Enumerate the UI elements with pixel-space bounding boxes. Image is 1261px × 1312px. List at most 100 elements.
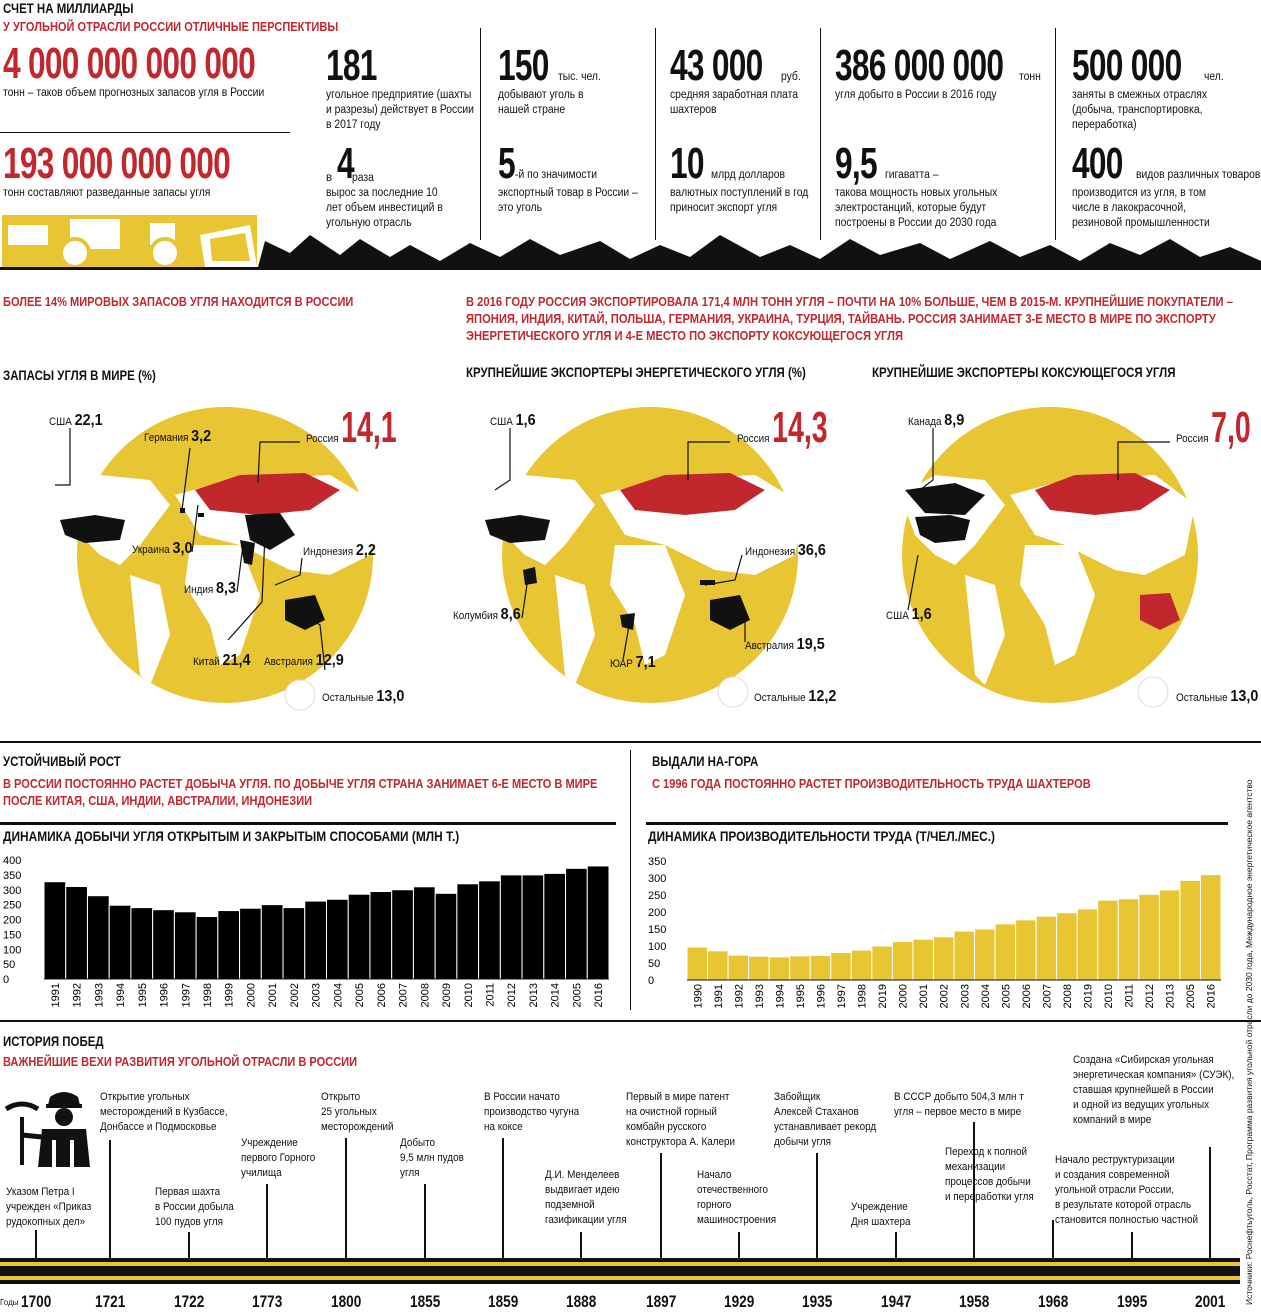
timeline-connector xyxy=(424,1184,426,1260)
stat-text: тонн составляют разведанные запасы угля xyxy=(3,187,211,199)
bar xyxy=(953,930,976,981)
region-australia xyxy=(1140,593,1180,630)
divider xyxy=(480,28,481,240)
label-india: Индия 8,3 xyxy=(184,580,237,597)
timeline-year: 1773 xyxy=(252,1292,283,1311)
x-tick-label: 2009 xyxy=(441,983,453,1007)
region-china xyxy=(245,513,295,550)
x-tick-label: 1991 xyxy=(713,984,725,1008)
stat-unit: чел. xyxy=(1204,71,1224,83)
timeline-connector xyxy=(738,1232,740,1260)
x-tick-label: 1993 xyxy=(754,984,766,1008)
x-tick-label: 2006 xyxy=(1021,984,1033,1008)
stat-products: 400 видов различных товаров производится … xyxy=(1072,142,1261,231)
stat-enterprises: 181 угольное предприятие (шахты и разрез… xyxy=(326,44,476,133)
timeline-event-text: Открыто 25 угольных месторождений xyxy=(321,1091,394,1133)
bar xyxy=(850,949,873,981)
stat-text: заняты в смежных отраслях (добыча, транс… xyxy=(1072,89,1208,131)
bar xyxy=(521,874,545,980)
x-tick-label: 1990 xyxy=(692,984,704,1008)
y-tick-label: 50 xyxy=(3,959,15,971)
timeline-event-text: Первая шахта в России добыла 100 пудов у… xyxy=(155,1186,234,1228)
divider xyxy=(0,741,1261,743)
timeline-year: 1859 xyxy=(488,1292,519,1311)
bar xyxy=(347,893,371,980)
x-tick-label: 2013 xyxy=(528,983,540,1007)
stat-value: 386 000 000 xyxy=(835,41,1004,90)
bar xyxy=(304,900,327,980)
bar xyxy=(1056,912,1078,981)
stat-value: 181 xyxy=(326,41,377,90)
x-tick-label: 1994 xyxy=(774,984,786,1008)
region-indonesia xyxy=(700,580,715,585)
x-tick-label: 2003 xyxy=(959,984,971,1008)
x-tick-label: 2001 xyxy=(918,984,930,1008)
timeline-year: 1897 xyxy=(646,1292,677,1311)
miner-icon xyxy=(4,1092,90,1167)
x-tick-label: 2010 xyxy=(1103,984,1115,1008)
timeline-connector xyxy=(188,1232,190,1260)
bar xyxy=(768,956,791,981)
timeline-year: 1995 xyxy=(1117,1292,1148,1311)
history-subtitle: ВАЖНЕЙШИЕ ВЕХИ РАЗВИТИЯ УГОЛЬНОЙ ОТРАСЛИ… xyxy=(3,1054,358,1069)
bar xyxy=(932,936,955,981)
bar xyxy=(326,898,349,980)
divider xyxy=(646,822,1228,825)
timeline-event-text: Добыто 9,5 млн пудов угля xyxy=(400,1137,464,1179)
chart-title-reserves: ЗАПАСЫ УГЛЯ В МИРЕ (%) xyxy=(3,367,156,383)
timeline-connector xyxy=(109,1140,111,1260)
y-tick-label: 350 xyxy=(648,856,666,868)
label-russia: Россия 7,0 xyxy=(1176,403,1251,452)
x-tick-label: 2012 xyxy=(506,983,518,1007)
y-tick-label: 100 xyxy=(3,944,21,956)
timeline-connector xyxy=(973,1122,975,1260)
y-tick-label: 0 xyxy=(3,974,9,986)
x-tick-label: 1994 xyxy=(115,983,127,1007)
bar xyxy=(260,904,284,980)
timeline-connector xyxy=(35,1230,37,1260)
stat-unit: тыс. чел. xyxy=(558,71,602,83)
stat-text: тонн – таков объем прогнозных запасов уг… xyxy=(3,87,265,99)
timeline-event-text: Открытие угольных месторождений в Кузбас… xyxy=(100,1091,228,1133)
chart-title-coking-export: КРУПНЕЙШИЕ ЭКСПОРТЕРЫ КОКСУЮЩЕГОСЯ УГЛЯ xyxy=(872,364,1176,380)
stat-value: 9,5 xyxy=(835,139,878,188)
bar xyxy=(871,945,893,981)
x-tick-label: 2011 xyxy=(484,983,496,1007)
bar xyxy=(809,955,832,981)
timeline-year: 1800 xyxy=(331,1292,362,1311)
x-tick-label: 2011 xyxy=(1124,984,1136,1008)
growth-title: УСТОЙЧИВЫЙ РОСТ xyxy=(3,753,121,769)
region-russia xyxy=(1035,473,1170,515)
region-canada xyxy=(905,483,985,515)
history-title: ИСТОРИЯ ПОБЕД xyxy=(3,1033,104,1049)
bar xyxy=(65,885,88,980)
stat-value: 5 xyxy=(498,139,516,188)
label-others: Остальные 13,0 xyxy=(1176,688,1259,705)
stat-export-income: 10 млрд долларов валютных поступлений в г… xyxy=(670,142,830,216)
bar xyxy=(412,886,436,980)
bar xyxy=(130,907,154,980)
timeline-connector xyxy=(1131,1232,1133,1260)
region-colombia xyxy=(523,567,537,585)
bar xyxy=(499,874,523,980)
bar xyxy=(1158,889,1181,981)
stat-unit: гигаватта – xyxy=(885,169,939,181)
y-tick-label: 300 xyxy=(648,873,666,885)
stat-text: угля добыто в России в 2016 году xyxy=(835,89,997,101)
y-tick-label: 200 xyxy=(648,907,666,919)
timeline-event-text: Учреждение первого Горного училища xyxy=(241,1137,316,1179)
stat-related: 500 000 чел. заняты в смежных отраслях (д… xyxy=(1072,44,1232,133)
bar xyxy=(217,910,241,980)
bar xyxy=(1076,908,1099,981)
x-tick-label: 2008 xyxy=(1062,984,1074,1008)
bar xyxy=(1035,915,1058,981)
x-tick-label: 2001 xyxy=(267,983,279,1007)
label-ukraine: Украина 3,0 xyxy=(132,540,193,557)
divider xyxy=(0,132,290,133)
bar xyxy=(748,955,770,981)
label-indonesia: Индонезия 36,6 xyxy=(745,542,826,559)
bar xyxy=(727,954,750,981)
label-russia: Россия 14,3 xyxy=(737,403,828,452)
divider xyxy=(0,1020,1261,1022)
x-tick-label: 2005 xyxy=(571,983,583,1007)
